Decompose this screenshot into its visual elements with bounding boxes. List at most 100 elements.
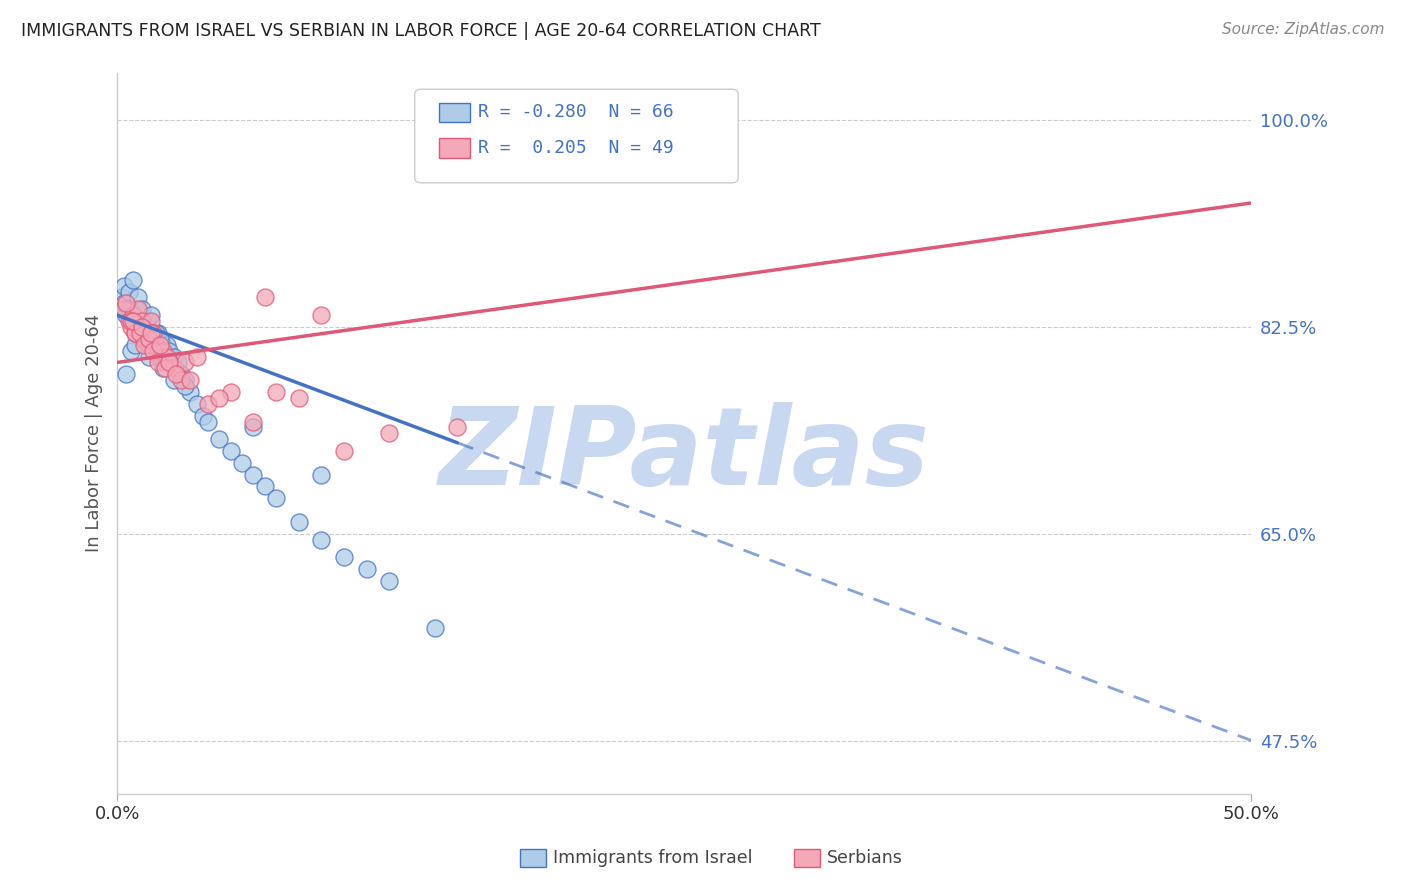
Point [446, 420, 468, 434]
Point [174, 355, 197, 369]
Point [156, 350, 179, 364]
Point [186, 397, 208, 411]
Point [378, 574, 401, 588]
Point [138, 332, 160, 346]
Point [311, 308, 333, 322]
Point [311, 467, 333, 482]
Point [170, 373, 193, 387]
Point [333, 550, 356, 565]
Point [163, 350, 186, 364]
Text: R = -0.280  N = 66: R = -0.280 N = 66 [478, 103, 673, 121]
Point [208, 391, 231, 405]
Point [117, 285, 139, 299]
Point [112, 296, 135, 310]
Point [128, 320, 150, 334]
Point [146, 326, 169, 340]
Point [165, 361, 187, 376]
Point [179, 384, 201, 399]
Point [122, 314, 145, 328]
Point [157, 355, 180, 369]
Point [145, 337, 167, 351]
Point [115, 308, 138, 322]
Point [287, 515, 309, 529]
Point [163, 361, 186, 376]
Point [120, 314, 142, 328]
Point [149, 337, 172, 351]
Point [141, 308, 163, 322]
Point [138, 350, 160, 364]
Point [153, 350, 176, 364]
Point [122, 308, 145, 322]
Point [197, 415, 219, 429]
Point [128, 326, 150, 340]
Point [117, 302, 139, 317]
Point [124, 326, 146, 340]
Text: Serbians: Serbians [827, 849, 903, 867]
Point [124, 326, 146, 340]
Text: ZIPatlas: ZIPatlas [439, 402, 929, 508]
Point [174, 379, 197, 393]
Point [112, 302, 135, 317]
Point [149, 343, 172, 358]
Point [145, 332, 167, 346]
Point [138, 332, 160, 346]
Point [128, 326, 150, 340]
Point [378, 426, 401, 441]
Point [152, 343, 174, 358]
Point [122, 273, 145, 287]
Point [157, 343, 180, 358]
Point [131, 320, 153, 334]
Point [153, 350, 176, 364]
Point [120, 314, 142, 328]
Text: IMMIGRANTS FROM ISRAEL VS SERBIAN IN LABOR FORCE | AGE 20-64 CORRELATION CHART: IMMIGRANTS FROM ISRAEL VS SERBIAN IN LAB… [21, 22, 821, 40]
Text: R =  0.205  N = 49: R = 0.205 N = 49 [478, 139, 673, 157]
Point [124, 337, 146, 351]
Point [174, 373, 197, 387]
Point [165, 368, 187, 382]
Point [146, 343, 169, 358]
Point [208, 432, 231, 446]
Point [141, 314, 163, 328]
Point [115, 368, 138, 382]
Point [135, 320, 157, 334]
Point [142, 326, 165, 340]
Point [219, 384, 242, 399]
Point [242, 415, 264, 429]
Point [160, 355, 183, 369]
Point [264, 491, 287, 506]
Point [186, 350, 208, 364]
Text: Source: ZipAtlas.com: Source: ZipAtlas.com [1222, 22, 1385, 37]
Point [131, 308, 153, 322]
Point [141, 326, 163, 340]
Point [156, 337, 179, 351]
Point [124, 320, 146, 334]
Point [149, 332, 172, 346]
Y-axis label: In Labor Force | Age 20-64: In Labor Force | Age 20-64 [86, 314, 103, 552]
Point [120, 320, 142, 334]
Point [264, 384, 287, 399]
Point [152, 337, 174, 351]
Point [157, 355, 180, 369]
Point [134, 332, 156, 346]
Point [131, 314, 153, 328]
Point [242, 467, 264, 482]
Point [170, 368, 193, 382]
Point [142, 343, 165, 358]
Point [149, 350, 172, 364]
Point [242, 420, 264, 434]
Point [231, 456, 253, 470]
Point [127, 302, 149, 317]
Point [311, 533, 333, 547]
Point [134, 337, 156, 351]
Point [112, 278, 135, 293]
Point [423, 621, 446, 635]
Point [287, 391, 309, 405]
Point [356, 562, 378, 576]
Point [111, 290, 134, 304]
Point [253, 479, 276, 493]
Point [128, 326, 150, 340]
Point [333, 444, 356, 458]
Point [135, 326, 157, 340]
Point [219, 444, 242, 458]
Point [197, 397, 219, 411]
